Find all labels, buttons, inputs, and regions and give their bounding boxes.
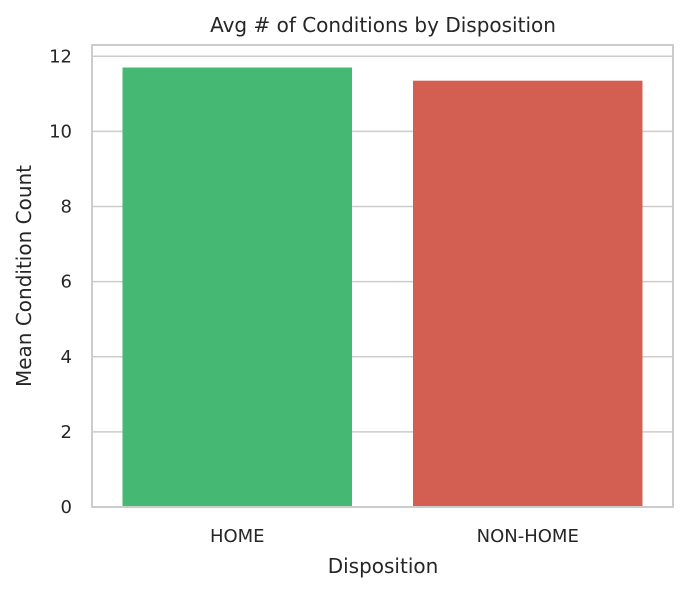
bar-non-home [413, 80, 643, 508]
y-tick-label: 2 [61, 422, 72, 443]
x-tick-label: NON-HOME [477, 526, 579, 547]
y-tick-label: 12 [49, 46, 72, 67]
x-tick-label: HOME [210, 526, 265, 547]
bars [122, 67, 643, 508]
bar-home [122, 67, 352, 507]
y-tick-label: 6 [61, 272, 72, 293]
chart-title: Avg # of Conditions by Disposition [210, 13, 556, 37]
y-tick-label: 4 [61, 347, 72, 368]
x-tick-labels: HOME NON-HOME [210, 526, 579, 547]
y-tick-label: 10 [49, 121, 72, 142]
y-tick-label: 0 [61, 497, 72, 518]
y-tick-label: 8 [61, 197, 72, 218]
y-axis-label: Mean Condition Count [12, 165, 36, 387]
y-tick-labels: 0 2 4 6 8 10 12 [49, 46, 72, 518]
plot-frame [91, 44, 674, 508]
x-axis-label: Disposition [328, 554, 439, 578]
